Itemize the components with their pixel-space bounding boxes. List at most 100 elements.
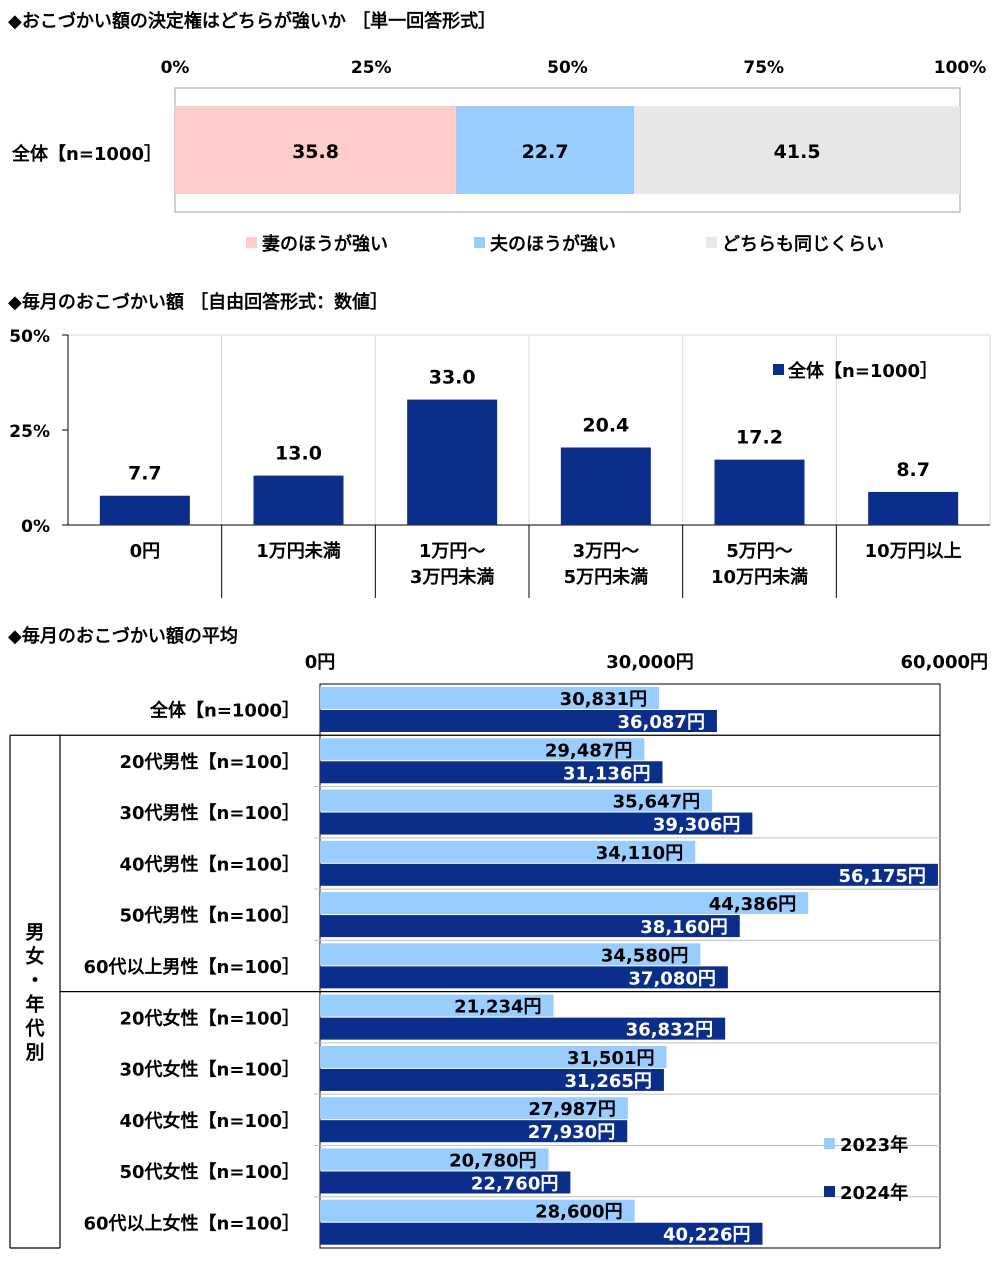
- chart1-axis-ticks: 0% 25% 50% 75% 100%: [161, 58, 987, 78]
- chart2-category-label: 5万円未満: [564, 566, 649, 588]
- chart3-category-label: 20代男性【n=100］: [119, 751, 300, 773]
- chart2-category-label: 10万円未満: [711, 566, 808, 588]
- chart3-legend: 2023年 2024年: [824, 1134, 908, 1204]
- chart2-bar: [407, 399, 498, 525]
- chart3-data-label-2024: 31,136円: [563, 763, 650, 784]
- chart1-tick-label: 50%: [547, 58, 588, 78]
- chart3-data-label-2023: 28,600円: [535, 1202, 622, 1223]
- chart3-bar-2023: [320, 1097, 628, 1120]
- chart3-bar-2023: [320, 1199, 635, 1222]
- chart1-data-label: 22.7: [522, 141, 569, 163]
- chart1-category-label: 全体【n=1000］: [11, 143, 162, 165]
- chart2-tick-label: 25%: [9, 422, 50, 442]
- chart2-category-label: 10万円以上: [865, 541, 962, 562]
- chart1-data-label: 35.8: [292, 141, 339, 163]
- chart3-data-label-2023: 27,987円: [528, 1099, 615, 1120]
- chart2-axis: 50% 25% 0%: [9, 327, 991, 598]
- chart1-legend-label: 妻のほうが強い: [262, 233, 388, 255]
- chart1-legend-label: 夫のほうが強い: [490, 233, 616, 255]
- chart3-bar-2024: [320, 1120, 628, 1143]
- chart3-data-label-2023: 34,580円: [601, 945, 688, 966]
- chart1-legend-label: どちらも同じくらい: [722, 234, 884, 255]
- chart2-bar: [560, 447, 651, 525]
- chart3-category-label: 全体【n=1000］: [149, 700, 300, 722]
- chart3-data-label-2023: 31,501円: [567, 1048, 654, 1069]
- chart3-data-label-2024: 40,226円: [663, 1225, 750, 1246]
- chart3-data-label-2023: 30,831円: [560, 689, 647, 710]
- chart1-tick-label: 25%: [351, 58, 392, 78]
- chart3-data-label-2024: 37,080円: [628, 968, 715, 989]
- chart3-category-label: 20代女性【n=100］: [119, 1007, 300, 1029]
- chart3-bar-2024: [320, 761, 663, 784]
- chart1-data-label: 41.5: [774, 141, 821, 163]
- chart2-legend-label: 全体【n=1000］: [787, 360, 938, 382]
- chart2-bars: 7.7 0円 13.0 1万円未満 33.0 1万円～ 3万円未満 20.4 3万円～ 5万円未満…: [99, 367, 962, 588]
- chart3-category-label: 40代男性【n=100］: [119, 853, 300, 875]
- chart2-tick-label: 50%: [9, 327, 50, 347]
- chart3-data-label-2024: 39,306円: [653, 815, 740, 836]
- chart1-legend: 妻のほうが強い 夫のほうが強い どちらも同じくらい: [246, 233, 884, 255]
- chart3-category-label: 50代男性【n=100］: [119, 905, 300, 927]
- chart1-bar-segment: [175, 106, 457, 194]
- chart3-category-label: 60代以上女性【n=100］: [83, 1212, 300, 1234]
- chart1-title: ◆おこづかい額の決定権はどちらが強いか ［単一回答形式］: [8, 10, 496, 32]
- chart3-group-label-char: 別: [25, 1042, 44, 1064]
- chart3-data-label-2024: 56,175円: [838, 866, 925, 887]
- chart3-group-label-char: 代: [24, 1018, 44, 1040]
- chart3-data-label-2023: 29,487円: [545, 740, 632, 761]
- chart3-bar-2024: [320, 1017, 726, 1040]
- chart3-legend-swatch: [824, 1186, 835, 1197]
- chart3-bar-2023: [320, 994, 554, 1017]
- chart3-group-label-char: ・: [25, 970, 44, 992]
- chart2-bar: [253, 475, 344, 525]
- chart3-tick-label: 0円: [305, 652, 336, 673]
- chart1-legend-swatch: [246, 237, 257, 248]
- chart2-tick-label: 0%: [21, 517, 50, 537]
- chart2-category-label: 1万円未満: [256, 540, 341, 562]
- chart1-legend-swatch: [706, 237, 717, 248]
- chart1-tick-label: 0%: [161, 58, 190, 78]
- chart2-category-label: 0円: [130, 541, 161, 562]
- chart3-bar-2024: [320, 1222, 763, 1245]
- chart3-group-label-char: 男: [25, 922, 44, 944]
- chart2-legend-swatch: [773, 364, 784, 375]
- chart3-bar-2024: [320, 812, 753, 835]
- chart3-data-label-2024: 27,930円: [528, 1122, 615, 1143]
- chart2-data-label: 20.4: [582, 414, 629, 436]
- chart3-plot-frame: [319, 683, 941, 1249]
- chart1-bars: 35.8 22.7 41.5: [175, 106, 960, 194]
- chart3-data-label-2023: 35,647円: [613, 792, 700, 813]
- chart2-data-label: 17.2: [736, 427, 783, 449]
- chart3-legend-swatch: [824, 1138, 835, 1149]
- chart1-tick-label: 75%: [743, 58, 784, 78]
- chart3-category-label: 30代男性【n=100］: [119, 802, 300, 824]
- chart3-data-label-2023: 34,110円: [596, 843, 683, 864]
- chart3-data-label-2023: 20,780円: [449, 1150, 536, 1171]
- chart2-category-label: 1万円～: [419, 541, 486, 562]
- chart-monthly-allowance: ◆毎月のおこづかい額 ［自由回答形式：数値］ 50% 25% 0% 7.7 0円 13.…: [8, 291, 991, 598]
- chart2-bar: [714, 459, 805, 525]
- chart3-data-label-2024: 36,832円: [626, 1020, 713, 1041]
- chart2-category-label: 5万円～: [726, 541, 793, 562]
- chart1-tick-label: 100%: [934, 58, 987, 78]
- chart2-data-label: 13.0: [275, 443, 322, 465]
- chart3-category-label: 30代女性【n=100］: [119, 1059, 300, 1081]
- chart3-legend-label: 2023年: [840, 1134, 908, 1156]
- chart3-bar-2023: [320, 943, 701, 966]
- chart1-legend-swatch: [474, 237, 485, 248]
- chart3-bar-2023: [320, 1045, 667, 1068]
- chart2-category-label: 3万円未満: [410, 566, 495, 588]
- chart3-tick-label: 30,000円: [606, 652, 693, 673]
- chart3-tick-label: 60,000円: [901, 652, 988, 673]
- chart3-bar-2023: [320, 687, 660, 709]
- chart3-bar-2024: [320, 1171, 571, 1194]
- chart2-bar: [868, 491, 959, 525]
- chart3-bar-2024: [320, 915, 740, 938]
- chart2-data-label: 33.0: [429, 367, 476, 389]
- chart3-category-label: 40代女性【n=100］: [119, 1110, 300, 1132]
